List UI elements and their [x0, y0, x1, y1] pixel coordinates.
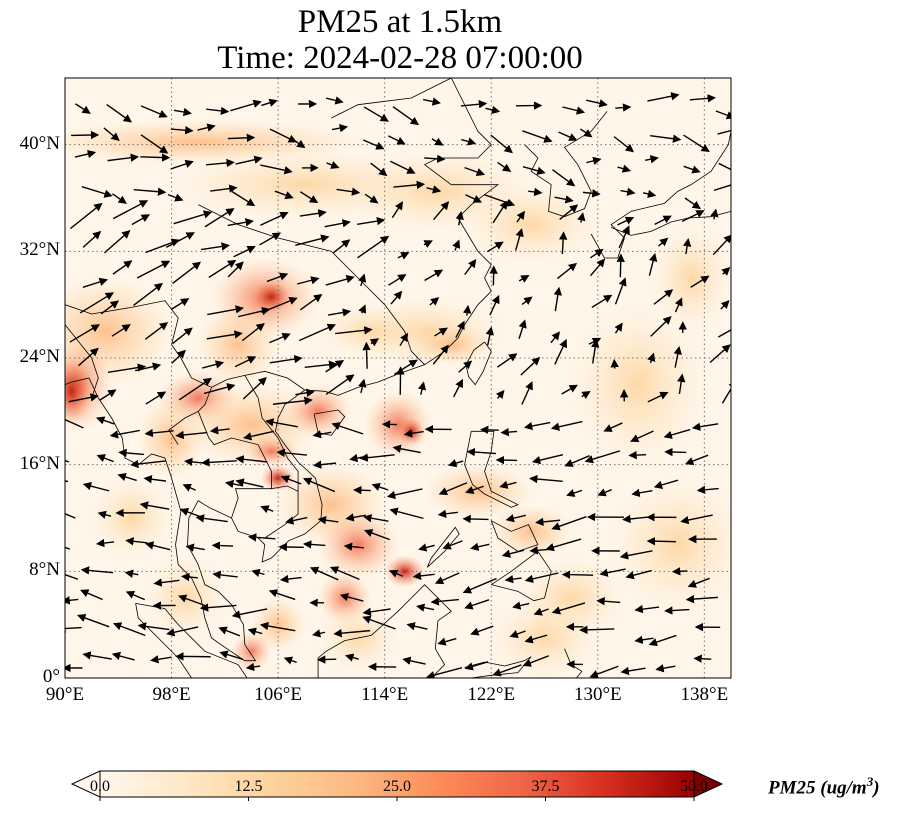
lon-tick-label: 130°E: [573, 684, 622, 705]
lon-tick-label: 138°E: [680, 684, 729, 705]
colorbar-tick-label: 0.0: [90, 778, 110, 795]
colorbar-tick-label: 37.5: [531, 778, 560, 795]
wind-vectors: [65, 92, 731, 678]
colorbar-high-extend: [693, 770, 724, 798]
lat-tick-label: 24°N: [19, 346, 60, 367]
colorbar-label: PM25 (ug/m3): [768, 774, 880, 799]
lat-tick-label: 40°N: [19, 132, 60, 154]
colorbar-tick-label: 25.0: [383, 778, 411, 795]
colorbar-bar: [99, 770, 695, 798]
title-line-2: Time: 2024-02-28 07:00:00: [217, 40, 583, 76]
colorbar-tick-label: 50.0: [680, 778, 708, 795]
lat-tick-label: 32°N: [19, 239, 60, 261]
lon-tick-label: 122°E: [467, 684, 516, 705]
pm25-field: [65, 78, 731, 678]
lat-tick-label: 16°N: [19, 452, 60, 474]
lon-tick-label: 114°E: [361, 684, 409, 705]
lat-tick-label: 0°: [42, 666, 60, 687]
colorbar-tick-label: 12.5: [234, 778, 263, 795]
coastlines: [65, 78, 731, 678]
lon-tick-label: 106°E: [254, 684, 302, 705]
lon-tick-label: 90°E: [45, 684, 85, 705]
map-frame: [64, 77, 732, 679]
map-title: PM25 at 1.5km Time: 2024-02-28 07:00:00: [0, 4, 800, 76]
lon-tick-label: 98°E: [152, 684, 191, 705]
title-line-1: PM25 at 1.5km: [297, 4, 503, 40]
colorbar: [70, 770, 724, 801]
lat-tick-label: 8°N: [29, 559, 60, 581]
